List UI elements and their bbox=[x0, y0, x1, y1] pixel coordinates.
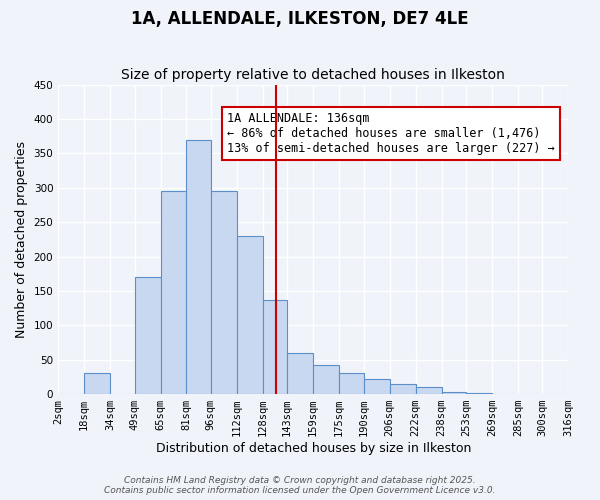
Bar bbox=[237, 236, 263, 394]
Bar bbox=[134, 277, 161, 394]
Text: 1A, ALLENDALE, ILKESTON, DE7 4LE: 1A, ALLENDALE, ILKESTON, DE7 4LE bbox=[131, 10, 469, 28]
Bar bbox=[416, 387, 442, 394]
Bar bbox=[161, 191, 187, 394]
Text: 1A ALLENDALE: 136sqm
← 86% of detached houses are smaller (1,476)
13% of semi-de: 1A ALLENDALE: 136sqm ← 86% of detached h… bbox=[227, 112, 555, 155]
Bar bbox=[442, 392, 466, 394]
Bar bbox=[84, 374, 110, 394]
Bar bbox=[313, 365, 339, 394]
Y-axis label: Number of detached properties: Number of detached properties bbox=[15, 141, 28, 338]
Text: Contains HM Land Registry data © Crown copyright and database right 2025.
Contai: Contains HM Land Registry data © Crown c… bbox=[104, 476, 496, 495]
Bar bbox=[187, 140, 211, 394]
Bar bbox=[263, 300, 287, 394]
Bar bbox=[211, 191, 237, 394]
Bar bbox=[287, 353, 313, 394]
Bar bbox=[389, 384, 416, 394]
Bar bbox=[339, 374, 364, 394]
Title: Size of property relative to detached houses in Ilkeston: Size of property relative to detached ho… bbox=[121, 68, 505, 82]
Bar bbox=[364, 379, 389, 394]
X-axis label: Distribution of detached houses by size in Ilkeston: Distribution of detached houses by size … bbox=[155, 442, 471, 455]
